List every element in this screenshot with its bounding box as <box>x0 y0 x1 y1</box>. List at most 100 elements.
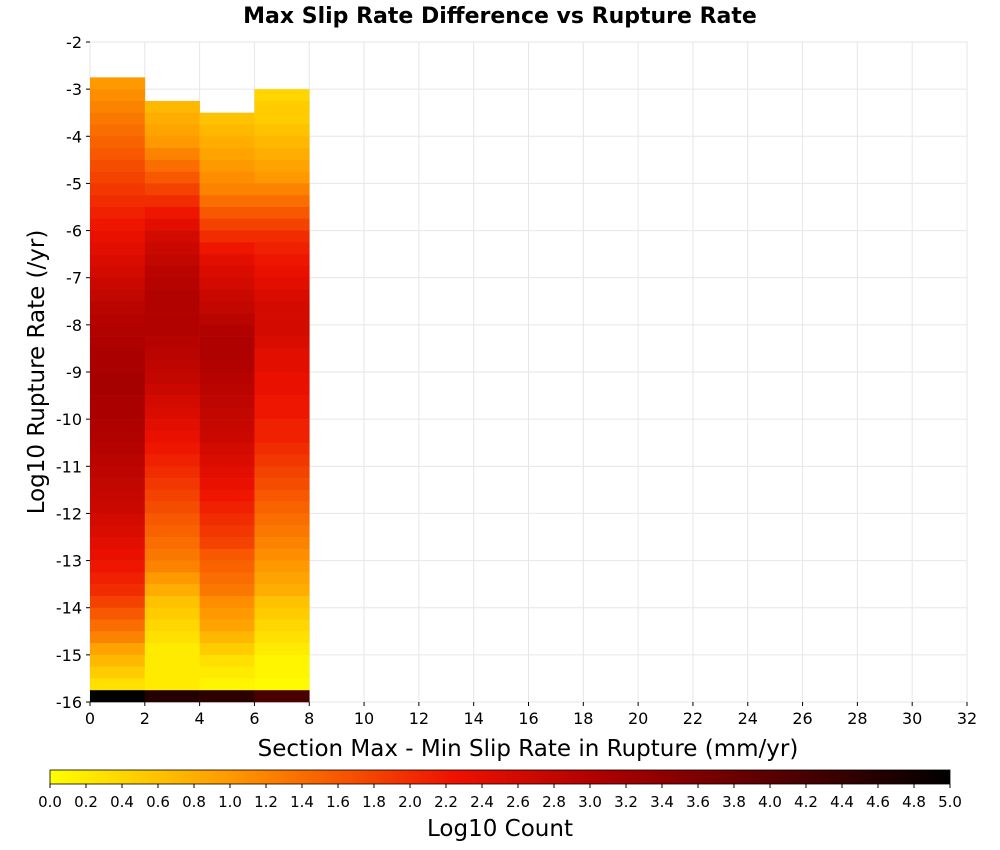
heatmap-cell <box>144 336 200 349</box>
x-tick-label: 18 <box>573 709 593 728</box>
heatmap-cell <box>90 501 146 514</box>
heatmap-cell <box>254 548 310 561</box>
heatmap-cell <box>199 254 255 267</box>
heatmap-cell <box>144 525 200 538</box>
colorbar-tick-label: 1.2 <box>254 793 278 811</box>
colorbar <box>49 769 951 785</box>
x-axis-label: Section Max - Min Slip Rate in Rupture (… <box>258 736 799 762</box>
y-tick-label: -13 <box>56 552 82 571</box>
y-tick-label: -2 <box>66 33 82 52</box>
heatmap-cell <box>144 277 200 290</box>
colorbar-tick-label: 3.4 <box>650 793 674 811</box>
heatmap-cell <box>144 100 200 114</box>
heatmap-cell <box>199 513 255 526</box>
heatmap-cell <box>144 513 200 526</box>
heatmap-cell <box>144 407 200 420</box>
chart-title: Max Slip Rate Difference vs Rupture Rate <box>243 4 757 29</box>
heatmap-cell <box>254 89 310 102</box>
heatmap-cell <box>144 454 200 467</box>
colorbar-tick-label: 4.0 <box>758 793 782 811</box>
colorbar-tick-label: 5.0 <box>938 793 962 811</box>
heatmap-cell <box>254 666 310 679</box>
heatmap-cell <box>199 218 255 231</box>
colorbar-ticks: 0.0 0.2 0.4 0.6 0.8 1.0 1.2 1.4 1.6 1.8 2.0 2.2 2.4 2… <box>38 784 962 811</box>
colorbar-tick-label: 4.2 <box>794 793 818 811</box>
heatmap-cell <box>254 395 310 408</box>
heatmap-cell <box>254 313 310 326</box>
colorbar-tick-label: 2.6 <box>506 793 530 811</box>
colorbar-tick-label: 1.4 <box>290 793 314 811</box>
heatmap-cell <box>199 372 255 385</box>
y-tick-label: -8 <box>66 316 82 335</box>
heatmap-cell <box>254 466 310 479</box>
heatmap-cell <box>90 254 146 267</box>
heatmap-cell <box>254 136 310 149</box>
y-tick-label: -3 <box>66 80 82 99</box>
heatmap-cell <box>254 171 310 184</box>
colorbar-tick-label: 0.0 <box>38 793 62 811</box>
heatmap-cell <box>254 501 310 514</box>
heatmap-cell <box>199 265 255 279</box>
heatmap-cell <box>254 430 310 444</box>
heatmap-cell <box>254 112 310 125</box>
heatmap-cell <box>199 478 255 491</box>
heatmap-cell <box>90 183 146 196</box>
heatmap-cell <box>199 336 255 349</box>
heatmap-cell <box>144 324 200 337</box>
heatmap-cell <box>254 619 310 632</box>
heatmap-cell <box>199 537 255 550</box>
heatmap-cell <box>199 619 255 632</box>
heatmap-cell <box>199 171 255 184</box>
heatmap-cell <box>254 124 310 137</box>
heatmap-cell <box>90 654 146 667</box>
heatmap-cell <box>254 207 310 220</box>
heatmap-cell <box>90 513 146 526</box>
heatmap-cell <box>199 454 255 467</box>
heatmap-cell <box>144 360 200 373</box>
heatmap-cell <box>199 383 255 396</box>
heatmap-cell <box>144 643 200 656</box>
heatmap-cell <box>144 619 200 632</box>
heatmap-cell <box>90 124 146 137</box>
heatmap-cell <box>144 690 200 703</box>
heatmap-cell <box>144 372 200 385</box>
heatmap-cell <box>144 383 200 396</box>
heatmap-cell <box>199 360 255 373</box>
heatmap-cells <box>90 77 310 703</box>
heatmap-cell <box>199 242 255 255</box>
x-tick-label: 14 <box>464 709 484 728</box>
heatmap-cell <box>144 136 200 149</box>
heatmap-cell <box>90 372 146 385</box>
heatmap-cell <box>254 572 310 585</box>
heatmap-cell <box>90 277 146 290</box>
heatmap-cell <box>144 171 200 184</box>
heatmap-cell <box>254 643 310 656</box>
y-tick-label: -11 <box>56 457 82 476</box>
heatmap-cell <box>144 313 200 326</box>
heatmap-cell <box>90 348 146 361</box>
x-tick-label: 24 <box>738 709 758 728</box>
heatmap-cell <box>90 407 146 420</box>
heatmap-cell <box>90 360 146 373</box>
heatmap-cell <box>254 348 310 361</box>
heatmap-cell <box>90 548 146 561</box>
y-tick-label: -16 <box>56 693 82 712</box>
heatmap-cell <box>144 395 200 408</box>
heatmap-cell <box>254 277 310 290</box>
heatmap-cell <box>90 430 146 444</box>
heatmap-cell <box>90 419 146 432</box>
heatmap-cell <box>144 654 200 667</box>
heatmap-cell <box>254 513 310 526</box>
colorbar-tick-label: 1.0 <box>218 793 242 811</box>
heatmap-cell <box>90 619 146 632</box>
heatmap-cell <box>199 548 255 561</box>
heatmap-cell <box>144 572 200 585</box>
heatmap-cell <box>144 678 200 691</box>
heatmap-cell <box>144 548 200 561</box>
heatmap-cell <box>90 595 146 609</box>
heatmap-cell <box>199 631 255 644</box>
x-tick-label: 26 <box>792 709 812 728</box>
colorbar-tick-label: 0.8 <box>182 793 206 811</box>
heatmap-cell <box>144 560 200 573</box>
heatmap-cell <box>144 242 200 255</box>
